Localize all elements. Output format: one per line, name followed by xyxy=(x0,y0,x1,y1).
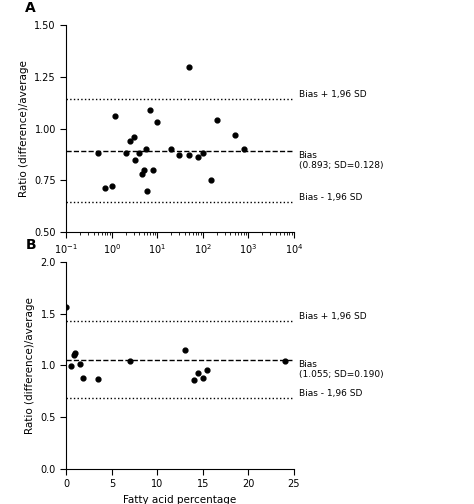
Point xyxy=(149,166,157,174)
Point xyxy=(72,349,79,357)
Point xyxy=(207,176,215,184)
Point xyxy=(94,375,102,383)
X-axis label: µg of lipids: µg of lipids xyxy=(151,262,209,272)
Point xyxy=(67,362,75,370)
Point xyxy=(76,360,84,368)
Point xyxy=(138,170,146,178)
Text: Bias
(0.893; SD=0.128): Bias (0.893; SD=0.128) xyxy=(299,151,383,170)
Point xyxy=(281,357,289,365)
Point xyxy=(112,112,119,120)
Point xyxy=(185,151,193,159)
Point xyxy=(108,182,116,191)
Point xyxy=(101,184,109,193)
Text: Bias - 1,96 SD: Bias - 1,96 SD xyxy=(299,194,362,203)
Text: Bias + 1,96 SD: Bias + 1,96 SD xyxy=(299,312,366,321)
Point xyxy=(190,376,198,384)
Point xyxy=(79,374,87,382)
Point xyxy=(199,374,207,382)
Point xyxy=(213,116,220,124)
X-axis label: Fatty acid percentage: Fatty acid percentage xyxy=(124,495,237,504)
Point xyxy=(185,62,193,71)
Point xyxy=(167,145,175,153)
Point xyxy=(140,166,147,174)
Point xyxy=(231,131,238,139)
Point xyxy=(122,149,129,157)
Point xyxy=(136,149,143,157)
Point xyxy=(195,153,202,161)
Point xyxy=(146,106,154,114)
Point xyxy=(204,365,211,373)
Point xyxy=(194,368,202,376)
Point xyxy=(199,149,207,157)
Point xyxy=(175,151,183,159)
Text: A: A xyxy=(26,1,36,15)
Text: Bias + 1,96 SD: Bias + 1,96 SD xyxy=(299,90,366,99)
Point xyxy=(154,118,161,127)
Point xyxy=(70,351,77,359)
Point xyxy=(240,145,248,153)
Point xyxy=(142,145,149,153)
Point xyxy=(130,133,137,141)
Point xyxy=(126,357,134,365)
Text: Bias
(1.055; SD=0.190): Bias (1.055; SD=0.190) xyxy=(299,360,383,379)
Point xyxy=(144,186,151,195)
Point xyxy=(63,302,70,310)
Point xyxy=(181,346,189,354)
Text: B: B xyxy=(26,238,36,252)
Point xyxy=(94,149,102,157)
Point xyxy=(131,155,138,163)
Y-axis label: Ratio (difference)/average: Ratio (difference)/average xyxy=(25,297,35,434)
Y-axis label: Ratio (difference)/average: Ratio (difference)/average xyxy=(19,60,29,197)
Point xyxy=(126,137,134,145)
Text: Bias - 1,96 SD: Bias - 1,96 SD xyxy=(299,389,362,398)
